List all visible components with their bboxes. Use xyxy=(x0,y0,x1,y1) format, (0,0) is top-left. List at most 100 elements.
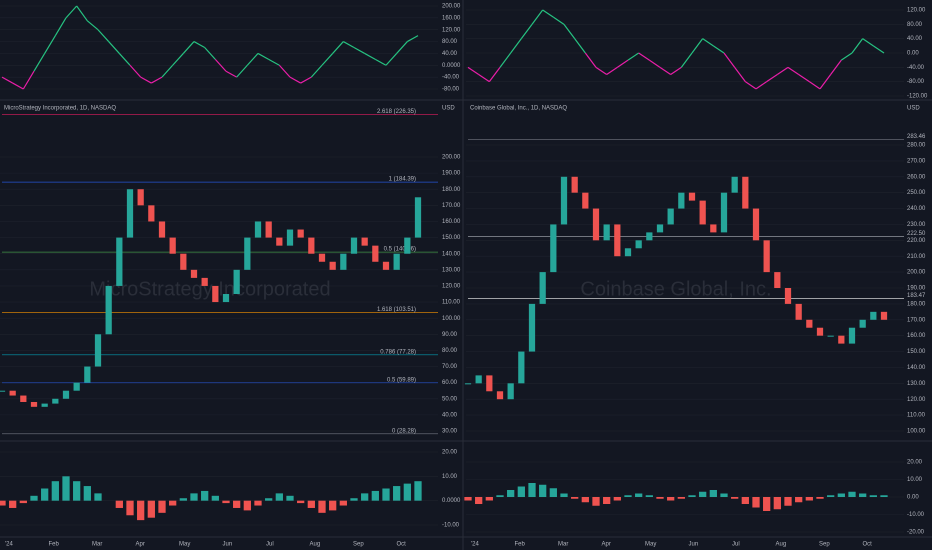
price-tick-label: 100.00 xyxy=(442,316,461,322)
macd-tick-label: 10.00 xyxy=(442,474,458,480)
candle xyxy=(41,403,48,407)
level-label: 183.47 xyxy=(907,293,926,299)
macd-bar xyxy=(126,500,134,516)
time-label: Aug xyxy=(310,542,321,548)
macd-bar xyxy=(243,500,251,511)
price-tick-label: 270.00 xyxy=(907,158,926,164)
candle xyxy=(286,229,294,246)
oscillator-segment xyxy=(595,66,608,75)
candle xyxy=(404,237,411,254)
oscillator-segment xyxy=(840,52,853,61)
macd-bar xyxy=(869,495,877,497)
macd-bar xyxy=(827,495,835,497)
candle xyxy=(496,391,504,400)
macd-bar xyxy=(233,500,241,508)
macd-bar xyxy=(137,500,145,521)
candle xyxy=(848,327,856,344)
oscillator-segment xyxy=(182,41,195,54)
candle xyxy=(393,253,400,270)
candle xyxy=(582,192,589,209)
oscillator-segment xyxy=(108,41,120,54)
candle xyxy=(646,232,653,241)
macd-bar xyxy=(688,495,696,497)
macd-bar xyxy=(19,500,27,504)
time-label: Feb xyxy=(49,542,60,548)
candle xyxy=(752,208,760,241)
candle xyxy=(816,327,824,336)
oscillator-segment xyxy=(44,35,56,54)
osc-tick-label: -80.00 xyxy=(442,87,460,93)
candle xyxy=(763,240,770,273)
macd-bar xyxy=(464,497,472,501)
macd-bar xyxy=(62,476,70,501)
oscillator-segment xyxy=(332,41,344,54)
level-label: 283.46 xyxy=(907,134,926,140)
macd-bar xyxy=(254,500,262,506)
macd-bar xyxy=(645,495,653,497)
candle xyxy=(880,311,888,320)
macd-bar xyxy=(624,495,632,497)
macd-bar xyxy=(709,490,717,497)
oscillator-segment xyxy=(798,74,810,83)
oscillator-segment xyxy=(499,52,512,68)
macd-bar xyxy=(83,486,91,501)
candle xyxy=(158,221,166,238)
candle xyxy=(678,192,685,209)
oscillator-segment xyxy=(289,76,301,84)
candle xyxy=(806,319,813,328)
candle xyxy=(276,237,283,246)
osc-tick-label: 200.00 xyxy=(442,4,461,10)
macd-bar xyxy=(158,500,166,513)
oscillator-segment xyxy=(520,23,533,40)
candle xyxy=(614,224,621,257)
candle xyxy=(827,335,834,337)
macd-tick-label: 0.00 xyxy=(907,495,919,501)
oscillator-segment xyxy=(172,53,184,66)
macd-bar xyxy=(731,497,739,499)
oscillator-segment xyxy=(766,74,778,83)
price-tick-label: 120.00 xyxy=(442,284,461,290)
candle xyxy=(340,253,347,270)
macd-bar xyxy=(329,500,337,511)
currency: USD xyxy=(907,106,920,112)
level-label: 0.5 (59.89) xyxy=(387,377,416,383)
candle xyxy=(180,253,187,270)
osc-tick-label: 0.0000 xyxy=(442,63,461,69)
price-tick-label: 160.00 xyxy=(442,219,461,225)
level-label: 222.50 xyxy=(907,231,926,237)
price-tick-label: 250.00 xyxy=(907,190,926,196)
candle xyxy=(592,208,600,241)
macd-tick-label: 20.00 xyxy=(907,460,923,466)
macd-bar xyxy=(307,500,315,508)
oscillator-segment xyxy=(54,17,67,36)
oscillator-segment xyxy=(321,53,334,66)
candle xyxy=(62,390,70,399)
candle xyxy=(318,253,326,262)
osc-tick-label: -80.00 xyxy=(907,79,925,85)
price-tick-label: 170.00 xyxy=(907,317,926,323)
macd-bar xyxy=(773,497,781,510)
macd-bar xyxy=(848,491,856,497)
oscillator-segment xyxy=(268,58,280,66)
candle xyxy=(201,277,208,286)
macd-bar xyxy=(528,483,536,497)
macd-tick-label: 20.00 xyxy=(442,450,458,456)
price-tick-label: 200.00 xyxy=(442,155,461,161)
osc-tick-label: 160.00 xyxy=(442,15,461,21)
time-label: Oct xyxy=(397,542,407,548)
macd-bar xyxy=(115,500,123,508)
oscillator-segment xyxy=(872,45,885,54)
macd-bar xyxy=(496,495,504,497)
candle xyxy=(571,176,578,193)
macd-bar xyxy=(805,497,813,501)
candle xyxy=(667,208,674,225)
osc-tick-label: 80.00 xyxy=(442,39,458,45)
oscillator-segment xyxy=(225,70,237,78)
time-label: '24 xyxy=(471,542,479,548)
price-tick-label: 150.00 xyxy=(442,235,461,241)
oscillator-segment xyxy=(616,59,629,68)
macd-bar xyxy=(393,486,401,501)
oscillator-segment xyxy=(862,38,874,47)
